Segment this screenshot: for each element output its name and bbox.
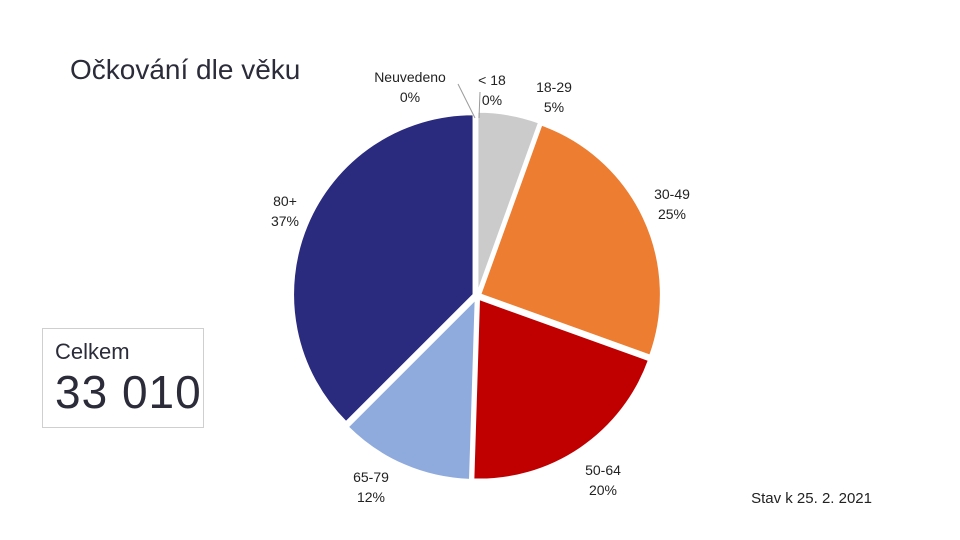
data-label-percent: 20% xyxy=(588,482,618,498)
pie-slice-50-64 xyxy=(472,298,650,480)
total-value: 33 010 xyxy=(55,366,202,418)
data-label-percent: 25% xyxy=(657,206,687,222)
leader-line-neuvedeno xyxy=(457,83,476,119)
data-label-50-64: 50-64 20% xyxy=(585,460,621,500)
data-label-18-29: 18-29 5% xyxy=(536,77,572,117)
data-label-80: 80+ 37% xyxy=(271,191,299,231)
data-label-category: 50-64 xyxy=(585,462,621,478)
pie-slice-30-49 xyxy=(479,123,662,357)
pie-slice-18-29 xyxy=(476,111,540,293)
pie-slice-65-79 xyxy=(347,297,477,481)
leader-line-18 xyxy=(478,91,481,119)
pie-slice-80 xyxy=(292,113,475,423)
chart-title: Očkování dle věku xyxy=(70,54,301,85)
data-label-30-49: 30-49 25% xyxy=(654,184,690,224)
data-label-category: 18-29 xyxy=(536,79,572,95)
data-label-65-79: 65-79 12% xyxy=(353,467,389,507)
data-label-category: Neuvedeno xyxy=(374,69,446,85)
data-label-neuvedeno: Neuvedeno 0% xyxy=(374,67,446,107)
data-label-percent: 37% xyxy=(270,213,300,229)
data-label-percent: 0% xyxy=(399,89,421,105)
data-label-18: < 18 0% xyxy=(478,70,506,110)
data-label-category: < 18 xyxy=(478,72,506,88)
data-label-percent: 0% xyxy=(481,92,503,108)
data-label-category: 80+ xyxy=(273,193,297,209)
status-date: Stav k 25. 2. 2021 xyxy=(751,490,872,507)
total-label: Celkem xyxy=(55,339,130,364)
data-label-category: 30-49 xyxy=(654,186,690,202)
data-label-percent: 5% xyxy=(543,99,565,115)
total-box: Celkem 33 010 xyxy=(42,328,204,428)
data-label-category: 65-79 xyxy=(353,469,389,485)
data-label-percent: 12% xyxy=(356,489,386,505)
